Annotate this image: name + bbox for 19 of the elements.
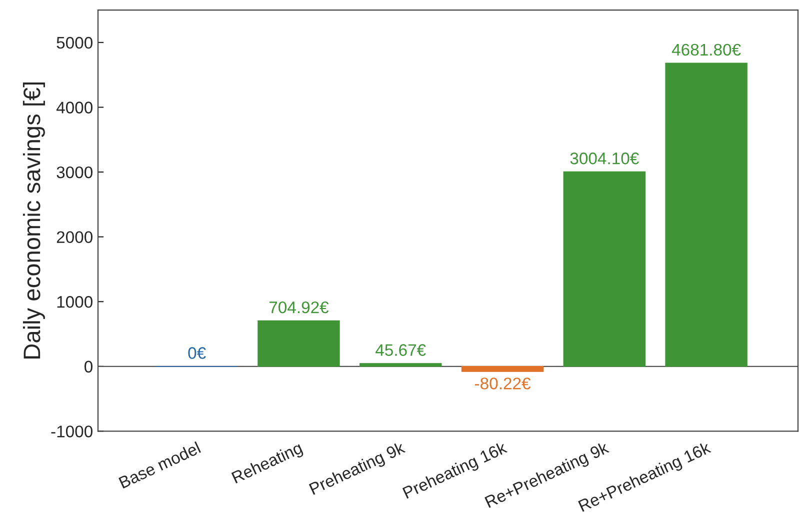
bar bbox=[563, 171, 646, 367]
y-tick-label: 4000 bbox=[56, 102, 92, 114]
y-tick-label: 0 bbox=[84, 360, 92, 373]
y-axis-title: Daily economic savings [€] bbox=[22, 82, 45, 358]
data-label: 3004.10€ bbox=[570, 152, 639, 164]
bar bbox=[360, 363, 442, 367]
data-label: 45.67€ bbox=[376, 344, 426, 356]
y-tick-label: 2000 bbox=[56, 231, 92, 244]
y-tick-label: 1000 bbox=[57, 296, 92, 308]
data-label: 0€ bbox=[188, 347, 206, 359]
y-tick-label: 3000 bbox=[56, 166, 92, 178]
bar bbox=[665, 62, 748, 367]
y-tick-label: -1000 bbox=[51, 426, 92, 438]
bar bbox=[258, 320, 340, 367]
data-label: 4681.80€ bbox=[672, 44, 741, 56]
y-tick-label: 5000 bbox=[56, 36, 92, 49]
bar bbox=[461, 366, 544, 372]
data-label: -80.22€ bbox=[474, 378, 531, 390]
data-label: 704.92€ bbox=[269, 301, 329, 314]
